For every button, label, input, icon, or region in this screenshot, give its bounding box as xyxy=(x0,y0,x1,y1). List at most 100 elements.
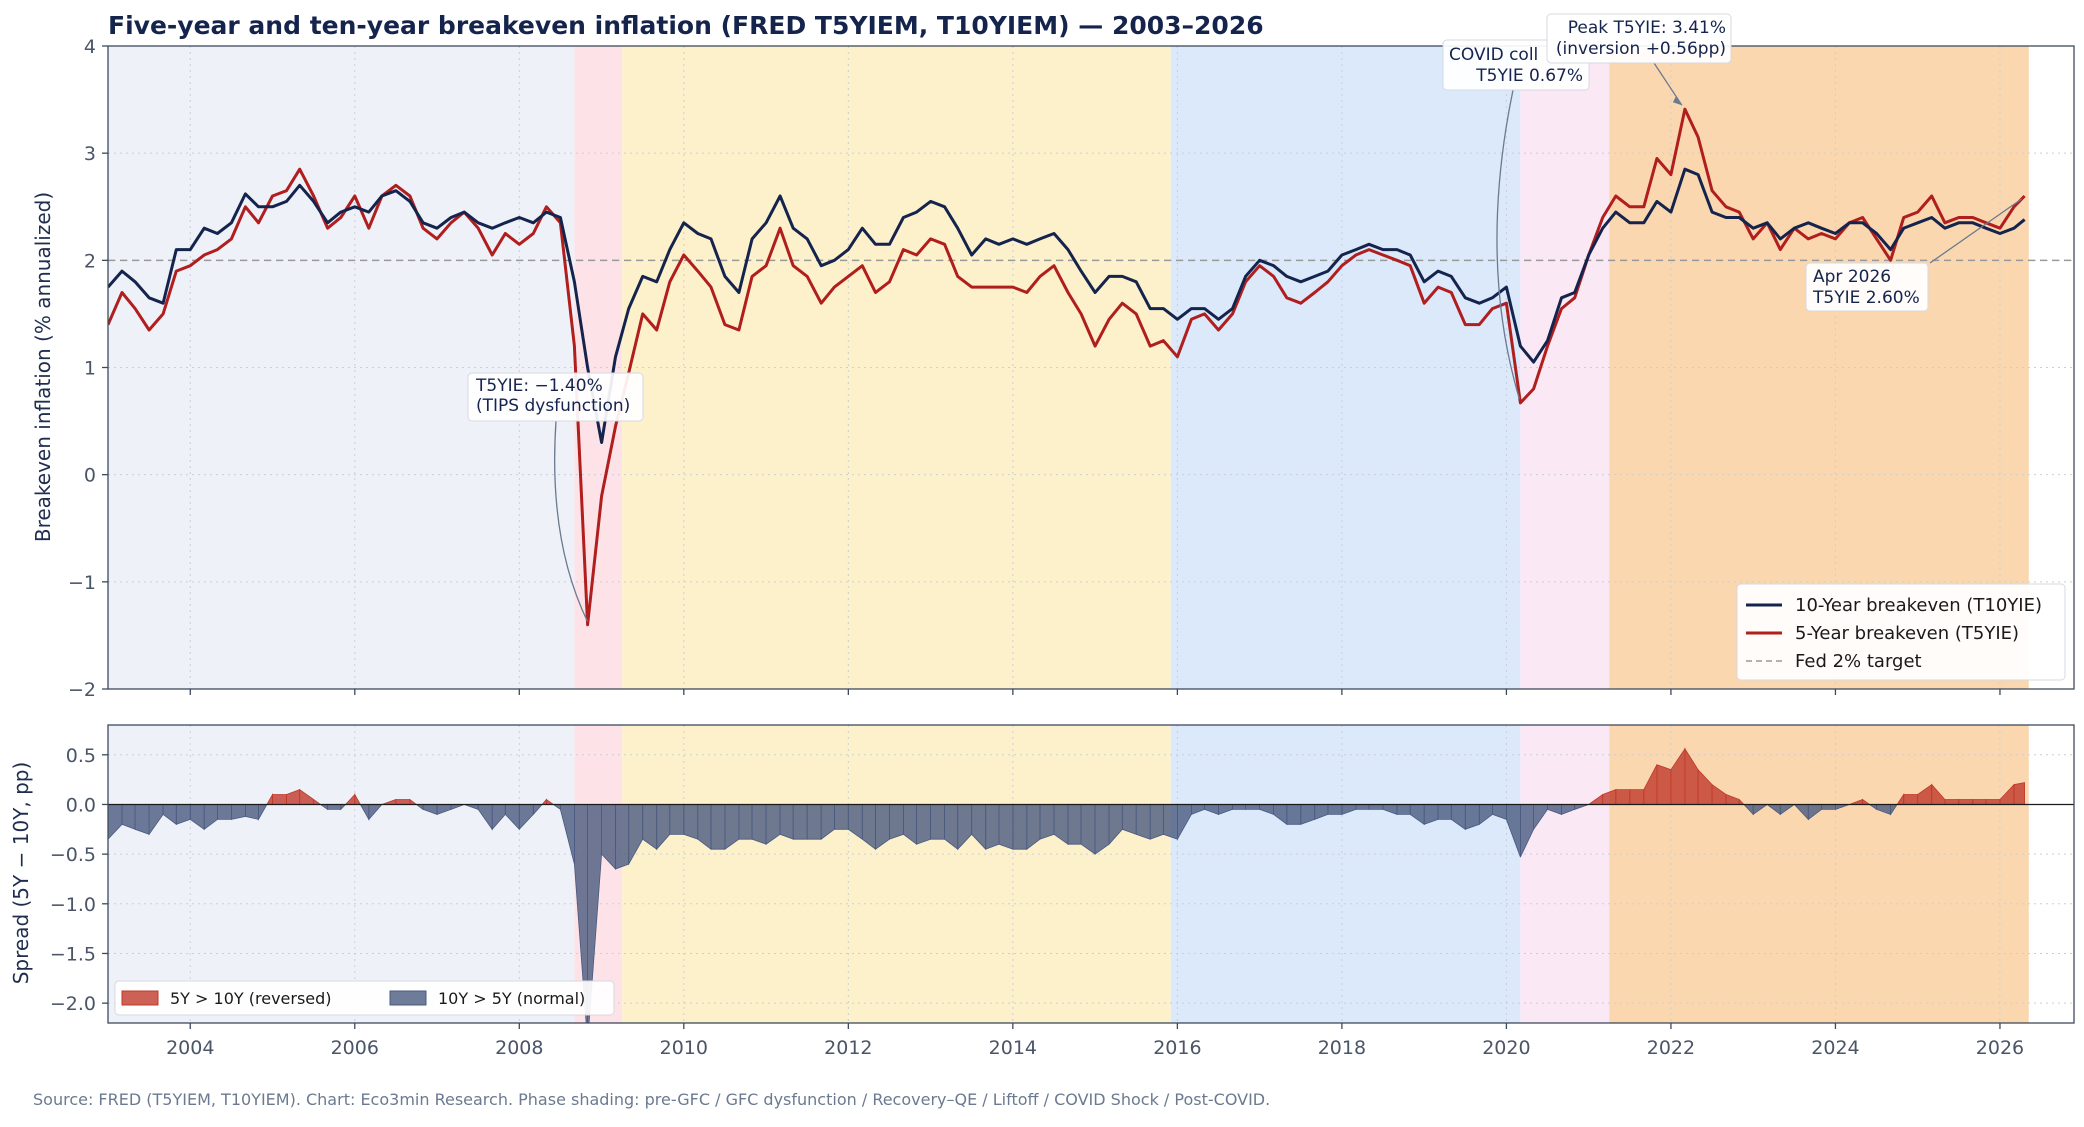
legend-label-5y: 5-Year breakeven (T5YIE) xyxy=(1795,623,2019,644)
legend-label-10y: 10-Year breakeven (T10YIE) xyxy=(1795,595,2042,616)
x-tick-label: 2024 xyxy=(1811,1037,1859,1059)
spread-area-reversed xyxy=(1656,764,1672,805)
phase-band-3 xyxy=(1170,725,1521,1023)
series-line-5y xyxy=(108,107,2026,627)
spread-area-normal xyxy=(710,804,726,850)
spread-area-normal xyxy=(1355,804,1370,810)
x-tick-label: 2026 xyxy=(1976,1037,2024,1059)
y-tick-label: 3 xyxy=(84,143,96,165)
bottom-legend: 5Y > 10Y (reversed) 10Y > 5Y (normal) xyxy=(114,980,615,1016)
y-tick-label: −2 xyxy=(68,679,96,701)
arrow-head xyxy=(1672,96,1682,106)
spread-area-normal xyxy=(916,804,931,845)
spread-area-normal xyxy=(1012,804,1028,850)
top-y-axis: −2 −1 0 1 2 3 4 xyxy=(68,36,108,701)
spread-area-normal xyxy=(1039,804,1055,840)
legend-label-normal: 10Y > 5Y (normal) xyxy=(438,989,585,1008)
annotation-line-2: (TIPS dysfunction) xyxy=(476,396,630,416)
spread-area-normal xyxy=(1327,804,1343,815)
phase-band-2 xyxy=(622,46,1171,689)
top-x-axis xyxy=(189,689,2001,695)
phase-band-4 xyxy=(1520,46,1610,689)
source-note: Source: FRED (T5YIEM, T10YIEM). Chart: E… xyxy=(33,1090,1270,1109)
annotation-arrow xyxy=(1653,62,1683,106)
spread-area-normal xyxy=(615,804,630,870)
annotation-line-1: COVID coll xyxy=(1449,45,1538,65)
y-tick-label: 2 xyxy=(84,250,96,272)
annotation-tips-dysfunction: T5YIE: −1.40% (TIPS dysfunction) xyxy=(467,372,644,622)
spread-area-normal xyxy=(669,804,685,835)
x-tick-label: 2004 xyxy=(166,1037,214,1059)
spread-area-normal xyxy=(683,804,699,840)
annotation-box xyxy=(1546,13,1732,64)
y-tick-label: 0.5 xyxy=(66,745,96,767)
x-tick-label: 2010 xyxy=(660,1037,708,1059)
top-legend: 10-Year breakeven (T10YIE) 5-Year breake… xyxy=(1736,583,2066,681)
spread-area-normal xyxy=(1067,804,1082,845)
y-tick-label: −0.5 xyxy=(50,844,96,866)
phase-band-0 xyxy=(108,725,575,1023)
bottom-y-axis: −2.0 −1.5 −1.0 −0.5 0.0 0.5 xyxy=(50,745,108,1015)
x-tick-label: 2014 xyxy=(989,1037,1037,1059)
spread-area-reversed xyxy=(1615,789,1631,805)
spread-area-reversed xyxy=(1944,799,1960,805)
y-tick-label: −1.5 xyxy=(50,943,96,965)
spread-area-normal xyxy=(930,804,945,840)
annotation-arrow xyxy=(554,420,589,622)
spread-area-normal xyxy=(1135,804,1151,840)
phase-band-4 xyxy=(1520,725,1610,1023)
bottom-phase-shading xyxy=(108,725,2029,1023)
y-tick-label: 0.0 xyxy=(66,794,96,816)
spread-area-normal xyxy=(1286,804,1302,825)
phase-band-0 xyxy=(108,46,575,689)
spread-area-reversed xyxy=(1972,799,1987,805)
annotation-arrow xyxy=(1929,198,2022,264)
legend-label-target: Fed 2% target xyxy=(1795,651,1922,672)
spread-area-normal xyxy=(216,804,232,820)
annotation-line-1: Peak T5YIE: 3.41% xyxy=(1568,18,1726,38)
spread-area-reversed xyxy=(1985,799,2001,805)
spread-area-reversed xyxy=(1903,794,1919,805)
spread-area-normal xyxy=(134,804,150,835)
spread-area-normal xyxy=(889,804,904,840)
spread-area-normal xyxy=(230,804,246,820)
x-tick-label: 2018 xyxy=(1318,1037,1366,1059)
annotation-line-2: T5YIE 0.67% xyxy=(1475,66,1583,86)
spread-area-normal xyxy=(1368,804,1384,810)
x-tick-label: 2006 xyxy=(331,1037,379,1059)
annotation-apr-2026: Apr 2026 T5YIE 2.60% xyxy=(1805,198,2022,312)
spread-area-normal xyxy=(1396,804,1411,815)
bottom-x-axis: 2004 2006 2008 2010 2012 2014 2016 2018 2020 2022… xyxy=(166,1023,2024,1059)
series-line-10y xyxy=(108,167,2026,444)
spread-area-normal xyxy=(1121,804,1137,835)
spread-area-normal xyxy=(1821,804,1836,810)
spread-area-normal xyxy=(738,804,753,840)
y-tick-label: 0 xyxy=(84,465,96,487)
top-series xyxy=(108,107,2026,627)
spread-area-normal xyxy=(751,804,767,845)
spread-area-normal xyxy=(327,804,342,810)
x-tick-label: 2022 xyxy=(1647,1037,1695,1059)
bottom-y-axis-label: Spread (5Y − 10Y, pp) xyxy=(9,762,33,985)
y-tick-label: 1 xyxy=(84,358,96,380)
spread-area-normal xyxy=(1232,804,1246,810)
spread-area-normal xyxy=(834,804,849,830)
x-tick-label: 2020 xyxy=(1482,1037,1530,1059)
spread-area-reversed xyxy=(1958,799,1974,805)
spread-area-normal xyxy=(1163,804,1178,840)
spread-area-reversed xyxy=(1629,789,1645,805)
annotation-line-1: T5YIE: −1.40% xyxy=(475,376,603,396)
spread-area-normal xyxy=(779,804,794,840)
chart-title: Five-year and ten-year breakeven inflati… xyxy=(108,11,1264,40)
x-tick-label: 2008 xyxy=(495,1037,543,1059)
x-tick-label: 2012 xyxy=(824,1037,872,1059)
spread-area-normal xyxy=(1437,804,1452,820)
annotation-peak: Peak T5YIE: 3.41% (inversion +0.56pp) xyxy=(1546,13,1732,106)
spread-area-reversed xyxy=(272,794,287,805)
legend-swatch-normal xyxy=(389,990,427,1006)
annotation-line-2: T5YIE 2.60% xyxy=(1812,288,1920,308)
y-tick-label: 4 xyxy=(84,36,96,58)
phase-band-2 xyxy=(622,725,1171,1023)
annotation-covid: COVID coll T5YIE 0.67% xyxy=(1442,39,1590,400)
